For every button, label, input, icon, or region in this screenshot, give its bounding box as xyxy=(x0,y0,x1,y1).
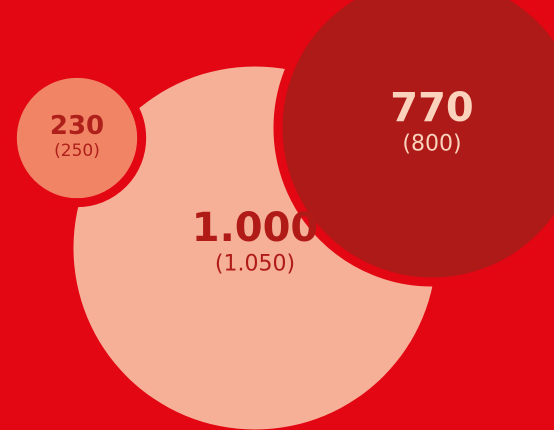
bubble-previous: (1.050) xyxy=(215,252,295,277)
bubble-value: 770 xyxy=(390,85,474,131)
bubble xyxy=(273,0,554,287)
bubble xyxy=(7,68,147,208)
bubble-previous: (800) xyxy=(402,132,461,157)
bubble-previous: (250) xyxy=(54,141,100,161)
bubble-value: 230 xyxy=(50,111,104,141)
bubble-value: 1.000 xyxy=(192,205,319,251)
